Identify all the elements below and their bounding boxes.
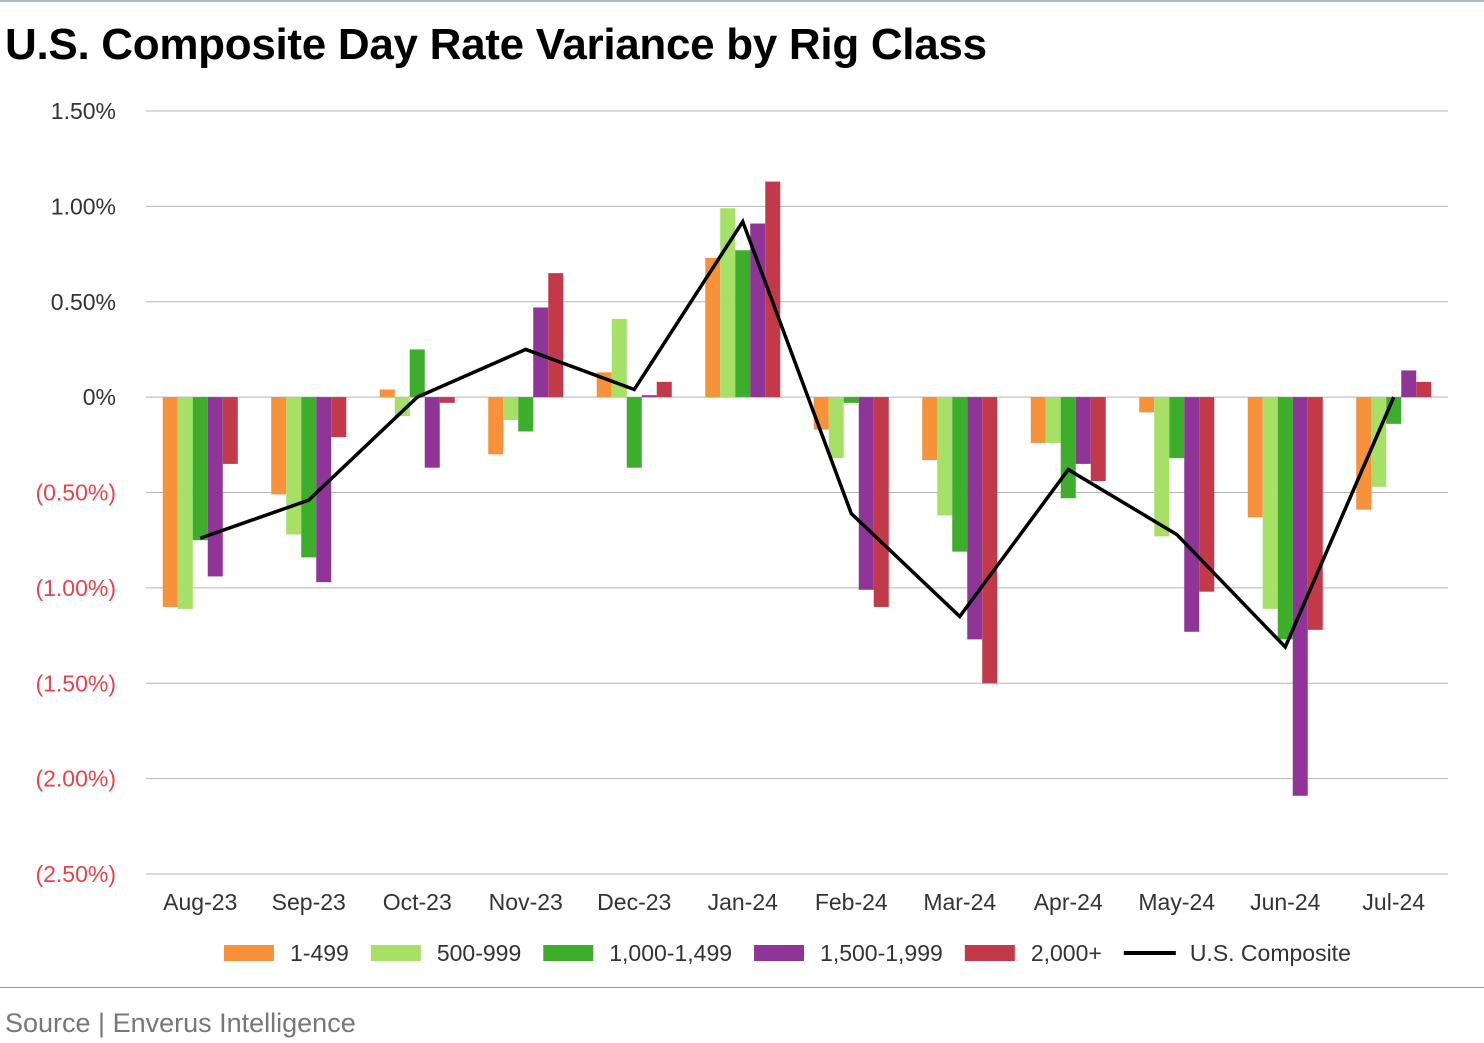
- bar-2-000-: [548, 273, 564, 398]
- top-border: [0, 0, 1484, 2]
- legend-label: 2,000+: [1031, 940, 1102, 966]
- bar-2-000-: [222, 397, 238, 464]
- x-tick-label: Apr-24: [1034, 889, 1103, 915]
- bar-1-499: [1247, 397, 1263, 518]
- line-us-composite: [199, 217, 1396, 651]
- bar-2-000-: [656, 381, 672, 398]
- x-tick-label: Feb-24: [815, 889, 888, 915]
- bar-1-499: [271, 397, 287, 495]
- bar-500-999: [1262, 397, 1278, 609]
- legend-swatch: [964, 945, 1015, 961]
- x-tick-label: Jan-24: [708, 889, 779, 915]
- bar-1-500-1-999: [750, 223, 766, 398]
- chart-title: U.S. Composite Day Rate Variance by Rig …: [5, 20, 987, 69]
- x-tick-label: Oct-23: [383, 889, 452, 915]
- y-tick-label: 0.50%: [51, 289, 116, 315]
- bar-500-999: [286, 397, 302, 535]
- y-tick-label: (2.50%): [35, 861, 116, 887]
- bar-1-000-1-499: [843, 397, 859, 403]
- footer-divider: [0, 987, 1484, 988]
- bar-2-000-: [1199, 397, 1215, 592]
- y-tick-label: (0.50%): [35, 480, 116, 506]
- bar-2-000-: [1090, 397, 1106, 482]
- bar-1-500-1-999: [1292, 397, 1308, 796]
- bar-1-000-1-499: [735, 250, 751, 398]
- bar-1-500-1-999: [1184, 397, 1200, 632]
- y-tick-label: (2.00%): [35, 766, 116, 792]
- bar-1-000-1-499: [518, 397, 534, 432]
- y-tick-label: 0%: [83, 384, 116, 410]
- bar-1-499: [1030, 397, 1046, 443]
- bar-1-500-1-999: [424, 397, 440, 468]
- x-tick-label: Jul-24: [1362, 889, 1425, 915]
- bar-1-000-1-499: [626, 397, 642, 468]
- bar-1-000-1-499: [409, 349, 425, 398]
- bar-500-999: [394, 397, 410, 417]
- bar-1-499: [1356, 397, 1372, 510]
- legend-label: 500-999: [437, 940, 521, 966]
- bar-2-000-: [1416, 381, 1432, 398]
- bar-1-499: [162, 397, 178, 607]
- bar-1-500-1-999: [858, 397, 874, 590]
- x-tick-label: Nov-23: [489, 889, 563, 915]
- bar-2-000-: [873, 397, 889, 607]
- bar-500-999: [177, 397, 193, 609]
- bar-2-000-: [765, 181, 781, 398]
- bar-1-499: [922, 397, 938, 461]
- bar-500-999: [1045, 397, 1061, 443]
- legend-swatch: [754, 945, 805, 961]
- bar-2-000-: [1307, 397, 1323, 630]
- bar-1-500-1-999: [1075, 397, 1091, 464]
- x-tick-label: Dec-23: [597, 889, 671, 915]
- bar-1-500-1-999: [967, 397, 983, 640]
- y-tick-label: 1.50%: [51, 98, 116, 124]
- legend-label: 1,500-1,999: [820, 940, 943, 966]
- bar-500-999: [937, 397, 953, 516]
- bar-1-500-1-999: [207, 397, 223, 577]
- bar-1-500-1-999: [316, 397, 332, 583]
- bar-1-500-1-999: [641, 395, 657, 398]
- bar-1-500-1-999: [1401, 370, 1417, 398]
- y-tick-label: 1.00%: [51, 193, 116, 219]
- legend-swatch: [224, 945, 274, 961]
- legend-label: 1,000-1,499: [609, 940, 732, 966]
- bar-1-499: [1139, 397, 1155, 413]
- x-tick-label: Jun-24: [1250, 889, 1321, 915]
- source-note: Source | Enverus Intelligence: [5, 1008, 356, 1038]
- legend-swatch: [370, 945, 421, 961]
- y-tick-label: (1.00%): [35, 575, 116, 601]
- bar-1-000-1-499: [192, 397, 208, 541]
- bar-1-499: [379, 389, 395, 398]
- bar-1-000-1-499: [1060, 397, 1076, 499]
- bar-1-500-1-999: [533, 307, 549, 398]
- bar-1-000-1-499: [1277, 397, 1293, 640]
- bar-500-999: [720, 208, 736, 398]
- bar-1-499: [705, 257, 721, 398]
- legend-label: U.S. Composite: [1190, 940, 1351, 966]
- y-tick-label: (1.50%): [35, 670, 116, 696]
- bar-1-499: [488, 397, 504, 455]
- bar-1-000-1-499: [952, 397, 968, 552]
- bar-1-499: [813, 397, 829, 430]
- x-tick-label: Aug-23: [163, 889, 237, 915]
- bar-500-999: [828, 397, 844, 459]
- legend-label: 1-499: [290, 940, 349, 966]
- bar-2-000-: [982, 397, 998, 684]
- x-tick-label: May-24: [1138, 889, 1215, 915]
- legend-swatch: [543, 945, 594, 961]
- bar-1-000-1-499: [1169, 397, 1185, 459]
- bar-2-000-: [331, 397, 347, 438]
- x-tick-label: Mar-24: [923, 889, 996, 915]
- chart: 1.50% 1.00% 0.50% 0% (0.50%) (1.00%) (1.50%) (2…: [35, 98, 1448, 966]
- bar-2-000-: [439, 397, 455, 403]
- x-tick-label: Sep-23: [272, 889, 346, 915]
- bar-1-000-1-499: [301, 397, 317, 558]
- bar-500-999: [1154, 397, 1170, 537]
- bar-500-999: [611, 318, 627, 398]
- bar-500-999: [503, 397, 519, 421]
